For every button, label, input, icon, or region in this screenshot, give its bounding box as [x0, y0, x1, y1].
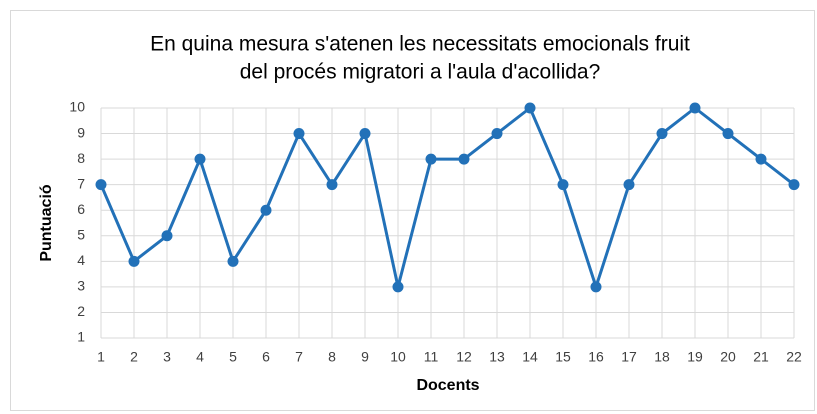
- x-tick-label: 2: [130, 349, 138, 365]
- data-point: [524, 102, 536, 114]
- x-tick-label: 1: [97, 349, 105, 365]
- y-tick-label: 6: [77, 201, 85, 217]
- data-point: [194, 153, 206, 165]
- x-tick-label: 12: [456, 349, 472, 365]
- data-point: [326, 179, 338, 191]
- x-tick-label: 22: [786, 349, 802, 365]
- data-point: [293, 128, 305, 140]
- data-point: [590, 281, 602, 293]
- chart-title: En quina mesura s'atenen les necessitats…: [150, 33, 690, 56]
- data-point: [425, 153, 437, 165]
- x-tick-label: 10: [390, 349, 406, 365]
- data-point: [755, 153, 767, 165]
- y-tick-label: 5: [77, 226, 85, 242]
- x-tick-label: 9: [361, 349, 369, 365]
- data-point: [128, 255, 140, 267]
- y-tick-label: 8: [77, 150, 85, 166]
- x-tick-label: 5: [229, 349, 237, 365]
- x-tick-label: 4: [196, 349, 204, 365]
- x-axis-label: Docents: [416, 377, 479, 394]
- y-tick-label: 7: [77, 175, 85, 191]
- x-tick-label: 19: [687, 349, 703, 365]
- x-tick-label: 13: [489, 349, 505, 365]
- data-point: [689, 102, 701, 114]
- x-tick-label: 16: [588, 349, 604, 365]
- chart-title: del procés migratori a l'aula d'acollida…: [240, 61, 601, 84]
- y-tick-label: 3: [77, 278, 85, 294]
- x-tick-label: 18: [654, 349, 670, 365]
- y-axis-label: Puntuació: [38, 184, 55, 262]
- data-point: [722, 128, 734, 140]
- y-tick-label: 2: [77, 303, 85, 319]
- data-point: [260, 204, 272, 216]
- data-point: [95, 179, 107, 191]
- x-tick-label: 15: [555, 349, 571, 365]
- data-point: [557, 179, 569, 191]
- data-point: [788, 179, 800, 191]
- x-tick-label: 8: [328, 349, 336, 365]
- y-tick-label: 9: [77, 124, 85, 140]
- data-point: [623, 179, 635, 191]
- x-tick-label: 20: [720, 349, 736, 365]
- x-tick-label: 17: [621, 349, 637, 365]
- plot: [95, 102, 800, 293]
- y-tick-label: 10: [69, 99, 85, 115]
- data-point: [227, 255, 239, 267]
- data-point: [491, 128, 503, 140]
- y-tick-label: 4: [77, 252, 85, 268]
- data-point: [392, 281, 404, 293]
- data-point: [161, 230, 173, 242]
- x-tick-label: 6: [262, 349, 270, 365]
- x-tick-label: 21: [753, 349, 769, 365]
- x-tick-label: 3: [163, 349, 171, 365]
- data-point: [458, 153, 470, 165]
- x-tick-label: 11: [424, 349, 439, 365]
- x-tick-label: 14: [522, 349, 538, 365]
- series-line: [99, 106, 795, 289]
- data-point: [359, 128, 371, 140]
- data-point: [656, 128, 668, 140]
- x-tick-label: 7: [295, 349, 303, 365]
- y-tick-label: 1: [77, 329, 85, 345]
